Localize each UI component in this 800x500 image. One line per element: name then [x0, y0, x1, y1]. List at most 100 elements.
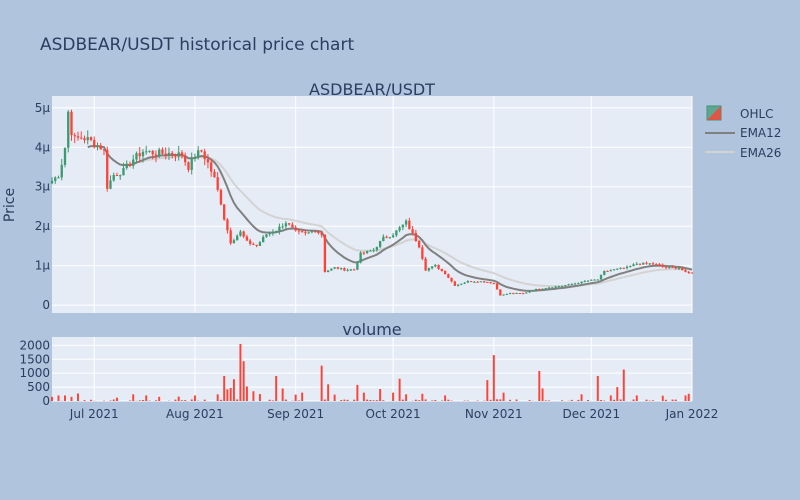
volume-bar — [51, 396, 53, 401]
candle-body — [164, 153, 167, 156]
ema26-line — [132, 155, 693, 288]
price-plot-area[interactable] — [52, 96, 692, 313]
volume-bar — [632, 399, 635, 401]
candle-body — [401, 224, 405, 228]
candle-body — [616, 268, 619, 270]
volume-bar — [174, 399, 177, 401]
candle-body — [411, 229, 414, 233]
volume-bar — [223, 375, 226, 401]
candle-body — [119, 175, 122, 177]
candle-body — [492, 283, 495, 285]
candle-body — [330, 268, 333, 271]
candle-body — [106, 149, 109, 189]
candle-body — [544, 288, 547, 290]
legend-item-ema26[interactable]: EMA26 — [705, 146, 781, 160]
candle-body — [664, 266, 668, 268]
candle-body — [249, 240, 252, 244]
candle-body — [274, 231, 278, 233]
volume-bar — [369, 399, 372, 401]
volume-bar — [577, 399, 580, 401]
candle-body — [219, 189, 223, 205]
candle-body — [190, 158, 193, 170]
volume-y-tick-label: 1500 — [19, 352, 50, 366]
candle-body — [502, 294, 505, 296]
price-gridlines — [52, 96, 693, 313]
candle-body — [197, 150, 200, 158]
volume-bar — [275, 375, 278, 401]
candle-body — [184, 156, 187, 163]
figure-title: ASDBEAR/USDT historical price chart — [40, 35, 354, 55]
volume-bar — [379, 389, 382, 401]
volume-bar — [372, 400, 375, 401]
volume-bar — [184, 400, 187, 401]
legend-item-ohlc[interactable]: OHLC — [706, 105, 774, 121]
candle-body — [655, 263, 658, 265]
candle-body — [690, 272, 694, 274]
volume-bar — [109, 400, 112, 401]
candle-body — [638, 263, 642, 265]
volume-bar — [405, 394, 408, 401]
volume-bar — [203, 399, 206, 401]
candle-body — [278, 226, 281, 232]
candle-body — [148, 150, 151, 152]
candle-body — [479, 281, 482, 283]
volume-bar — [541, 388, 544, 401]
volume-bar — [684, 395, 687, 401]
candle-body — [538, 289, 541, 291]
volume-bar — [444, 395, 447, 401]
volume-bar — [193, 395, 196, 401]
volume-bar — [538, 370, 541, 401]
candle-body — [528, 291, 531, 293]
volume-plot-area[interactable] — [52, 337, 692, 401]
price-y-tick-label: 0 — [42, 298, 50, 312]
candle-body — [206, 159, 210, 163]
candle-body — [213, 171, 216, 178]
candle-body — [158, 149, 161, 156]
candle-body — [463, 282, 466, 284]
volume-bar — [64, 395, 66, 401]
candle-body — [395, 230, 398, 236]
volume-bar — [398, 378, 401, 401]
volume-bar — [619, 399, 622, 401]
candle-body — [443, 270, 447, 275]
candle-body — [512, 293, 515, 295]
volume-bar — [499, 399, 502, 401]
volume-y-tick-label: 2000 — [19, 338, 50, 352]
volume-bar — [645, 399, 648, 401]
volume-bar — [216, 394, 219, 401]
candle-body — [210, 162, 213, 172]
candle-body — [317, 231, 320, 233]
price-y-tick-label: 3μ — [35, 180, 51, 194]
volume-bar — [70, 396, 73, 401]
candle-body — [57, 177, 60, 179]
candle-body — [583, 281, 586, 283]
candle-body — [89, 137, 93, 141]
legend-item-ema12[interactable]: EMA12 — [705, 126, 781, 140]
candle-body — [151, 150, 154, 155]
volume-bars — [51, 343, 690, 401]
volume-bar — [421, 393, 424, 401]
volume-bar — [687, 393, 690, 401]
candle-body — [635, 263, 638, 265]
volume-bar — [561, 400, 564, 401]
volume-bar — [434, 399, 437, 401]
candle-body — [447, 274, 450, 278]
candle-body — [586, 280, 590, 282]
candle-body — [171, 152, 174, 155]
candle-body — [557, 286, 560, 288]
candlestick-series — [50, 109, 694, 296]
x-tick-label: Jul 2021 — [69, 407, 119, 421]
candle-body — [115, 174, 119, 176]
date-x-ticks: Jul 2021 Aug 2021 Sep 2021 Oct 2021 Nov 2021… — [69, 407, 719, 421]
volume-bar — [83, 400, 86, 401]
volume-bar — [492, 355, 495, 401]
candle-body — [294, 227, 297, 231]
candle-body — [642, 262, 645, 265]
candle-body — [287, 223, 291, 225]
candle-body — [359, 252, 362, 263]
volume-bar — [362, 392, 365, 401]
volume-bar — [236, 399, 239, 401]
candle-body — [336, 267, 340, 269]
volume-bar — [77, 393, 79, 401]
candle-body — [54, 177, 57, 181]
